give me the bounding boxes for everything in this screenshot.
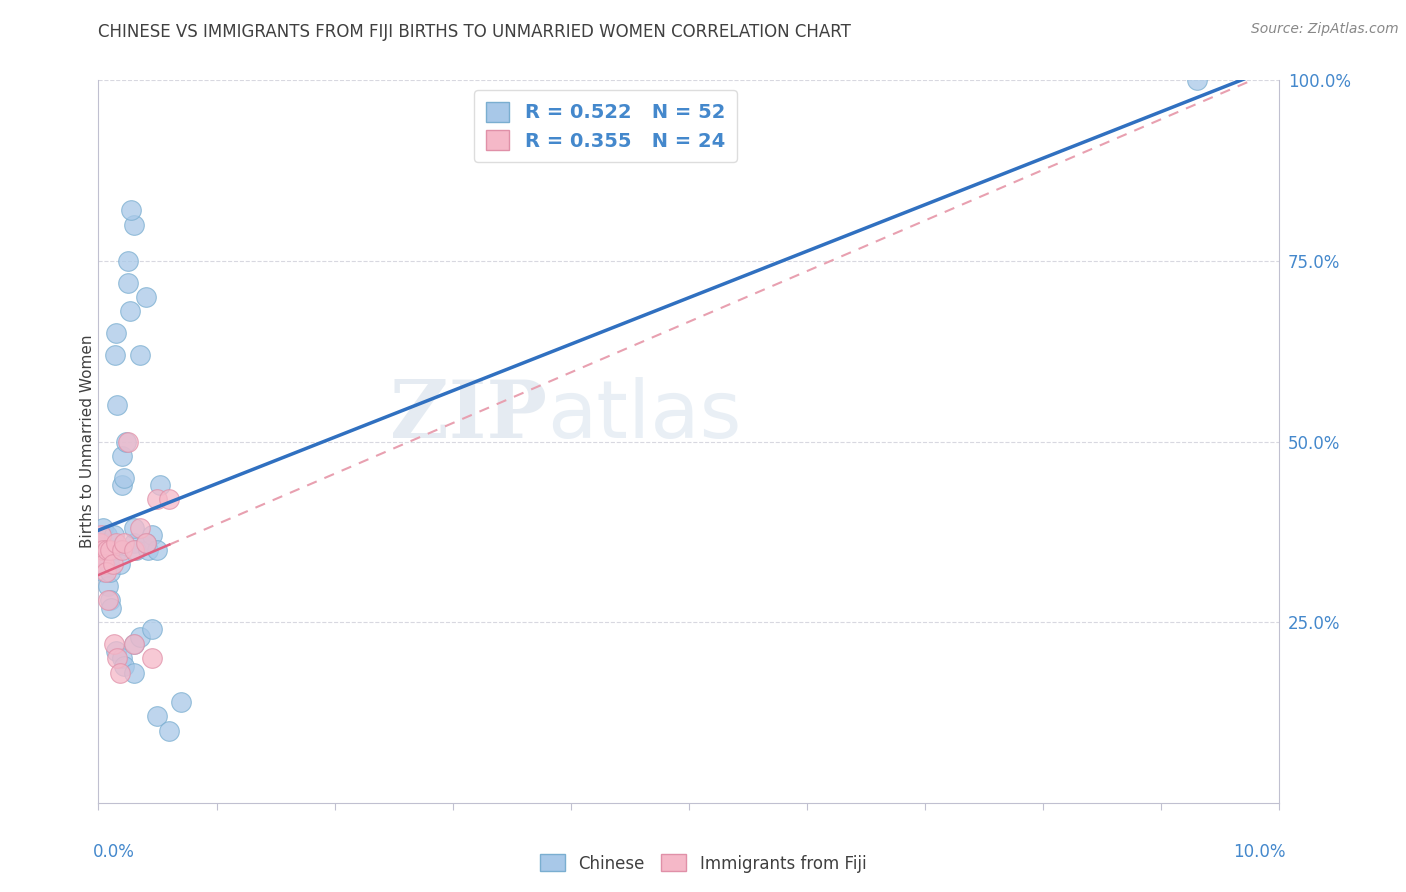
Point: [117, 434, 139, 449]
Point: [111, 542, 134, 557]
Point: [89, 535, 111, 549]
Point: [157, 492, 180, 507]
Point: [146, 542, 169, 557]
Point: [105, 644, 128, 658]
Point: [97, 542, 120, 557]
Point: [122, 637, 145, 651]
Text: 0.0%: 0.0%: [93, 843, 135, 861]
Point: [122, 535, 145, 549]
Point: [108, 665, 131, 680]
Point: [128, 521, 150, 535]
Point: [146, 709, 169, 723]
Point: [135, 535, 157, 549]
Point: [122, 218, 145, 232]
Point: [96, 542, 118, 557]
Point: [122, 542, 145, 557]
Point: [105, 535, 128, 549]
Point: [93, 565, 115, 579]
Point: [112, 658, 135, 673]
Point: [91, 521, 114, 535]
Point: [90, 550, 112, 565]
Point: [101, 558, 124, 572]
Point: [94, 542, 117, 557]
Point: [97, 579, 120, 593]
Point: [104, 348, 127, 362]
Point: [111, 651, 134, 665]
Point: [107, 542, 129, 557]
Point: [91, 542, 114, 557]
Point: [94, 565, 117, 579]
Point: [91, 535, 114, 549]
Point: [136, 542, 159, 557]
Point: [105, 326, 128, 340]
Point: [128, 348, 150, 362]
Point: [122, 665, 145, 680]
Point: [141, 651, 163, 665]
Point: [89, 542, 111, 557]
Point: [1185, 73, 1208, 87]
Point: [98, 558, 121, 572]
Point: [112, 470, 135, 484]
Point: [135, 535, 157, 549]
Point: [122, 637, 145, 651]
Legend: Chinese, Immigrants from Fiji: Chinese, Immigrants from Fiji: [533, 847, 873, 880]
Point: [112, 535, 135, 549]
Y-axis label: Births to Unmarried Women: Births to Unmarried Women: [80, 334, 94, 549]
Point: [117, 253, 139, 268]
Point: [125, 542, 148, 557]
Point: [97, 593, 120, 607]
Point: [141, 528, 163, 542]
Point: [90, 528, 112, 542]
Point: [93, 558, 115, 572]
Text: atlas: atlas: [547, 377, 741, 455]
Point: [157, 723, 180, 738]
Point: [121, 203, 143, 218]
Point: [122, 521, 145, 535]
Point: [96, 528, 118, 542]
Point: [120, 304, 142, 318]
Point: [98, 542, 121, 557]
Point: [111, 478, 134, 492]
Point: [141, 623, 163, 637]
Text: ZIP: ZIP: [391, 377, 547, 455]
Text: CHINESE VS IMMIGRANTS FROM FIJI BIRTHS TO UNMARRIED WOMEN CORRELATION CHART: CHINESE VS IMMIGRANTS FROM FIJI BIRTHS T…: [98, 22, 851, 40]
Text: 10.0%: 10.0%: [1233, 843, 1285, 861]
Point: [135, 290, 157, 304]
Point: [101, 542, 124, 557]
Point: [128, 630, 150, 644]
Point: [105, 651, 128, 665]
Point: [114, 434, 136, 449]
Point: [170, 695, 193, 709]
Point: [98, 565, 121, 579]
Point: [103, 637, 125, 651]
Point: [111, 449, 134, 463]
Point: [146, 492, 169, 507]
Legend: R = 0.522   N = 52, R = 0.355   N = 24: R = 0.522 N = 52, R = 0.355 N = 24: [474, 90, 737, 162]
Point: [98, 593, 121, 607]
Point: [103, 528, 125, 542]
Point: [117, 276, 139, 290]
Point: [91, 558, 114, 572]
Point: [100, 600, 122, 615]
Point: [91, 550, 114, 565]
Point: [149, 478, 172, 492]
Point: [93, 535, 115, 549]
Point: [108, 558, 131, 572]
Point: [105, 398, 128, 412]
Text: Source: ZipAtlas.com: Source: ZipAtlas.com: [1251, 22, 1399, 37]
